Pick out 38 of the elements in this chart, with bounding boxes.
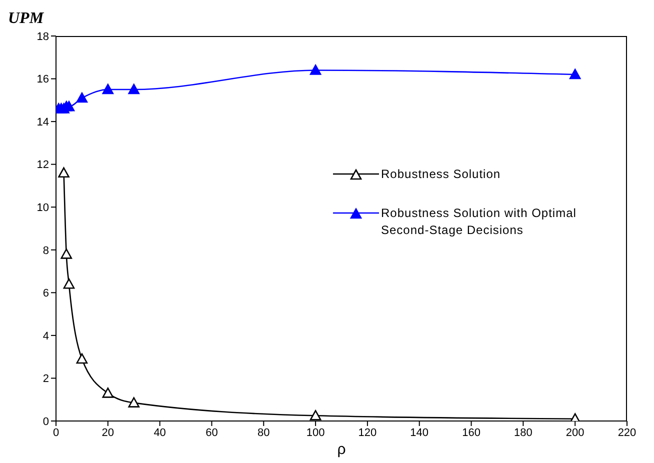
x-tick-label: 0: [52, 426, 60, 439]
x-tick-label: 20: [102, 426, 114, 439]
point: [76, 92, 88, 103]
y-tick-label: 4: [42, 330, 49, 342]
legend-label: Robustness Solution with Optimal Second-Stage Decisions: [381, 205, 578, 239]
x-tick-label: 160: [462, 426, 480, 439]
y-tick-label: 18: [36, 30, 49, 43]
y-tick-label: 8: [42, 244, 49, 257]
y-tick-label: 2: [42, 373, 49, 386]
point: [569, 68, 581, 80]
point: [58, 167, 70, 178]
point: [63, 278, 75, 289]
point: [76, 353, 88, 364]
y-tick-label: 14: [36, 116, 49, 128]
point: [102, 84, 114, 94]
x-tick-label: 40: [154, 426, 166, 439]
x-tick-label: 220: [618, 426, 636, 439]
y-tick-label: 0: [42, 416, 49, 428]
point: [128, 84, 140, 94]
y-tick-label: 16: [36, 74, 49, 86]
x-tick-label: 140: [410, 426, 429, 439]
point: [128, 397, 140, 408]
y-tick-label: 12: [36, 159, 49, 172]
x-tick-label: 80: [258, 426, 270, 439]
x-tick-label: 120: [358, 426, 377, 439]
x-axis-title: ρ: [337, 441, 346, 458]
point: [60, 248, 72, 259]
point: [310, 64, 322, 75]
point: [102, 388, 114, 398]
x-tick-label: 180: [514, 426, 532, 439]
y-axis-title: UPM: [8, 10, 44, 28]
y-tick-label: 6: [42, 288, 49, 300]
x-tick-label: 100: [306, 426, 325, 439]
x-tick-label: 60: [206, 426, 218, 439]
y-tick-label: 10: [36, 202, 49, 214]
point: [310, 410, 322, 420]
x-tick-label: 200: [566, 426, 584, 439]
legend-label: Robustness Solution: [381, 166, 501, 183]
